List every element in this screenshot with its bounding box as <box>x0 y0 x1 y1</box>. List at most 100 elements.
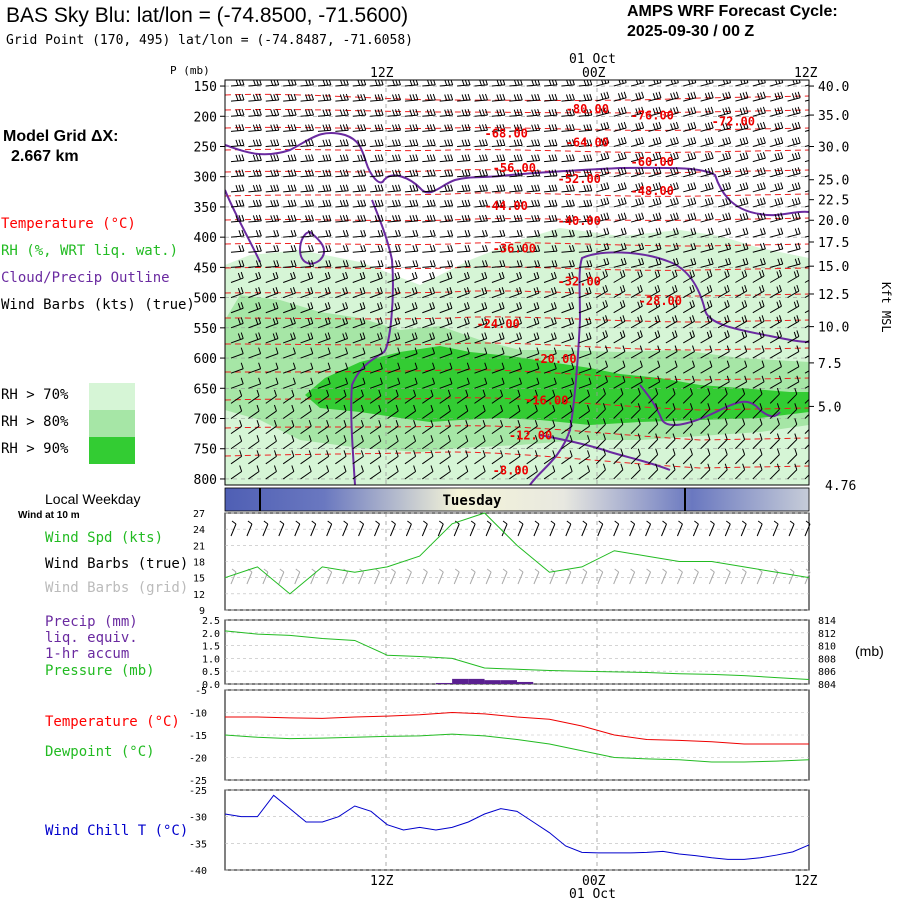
wind-barb <box>613 284 626 299</box>
wind-barb <box>665 197 679 208</box>
wind-barb <box>561 362 575 374</box>
legend-temperature-sfc: Temperature (°C) <box>45 714 180 730</box>
wind-barb <box>283 108 297 117</box>
wind-barb <box>474 169 488 178</box>
wind-barb <box>717 330 730 344</box>
sfc-wind-barb-true <box>501 520 508 537</box>
wind-barb <box>804 413 809 419</box>
wind-barb <box>578 420 591 435</box>
wind-barbs-true <box>230 520 811 537</box>
wind-barb <box>578 362 592 374</box>
wind-barb <box>543 362 557 374</box>
sfc-wind-barb-true <box>613 520 620 537</box>
wind-barb <box>613 121 627 132</box>
wind-barb <box>543 287 557 299</box>
wind-barb <box>439 420 451 435</box>
wind-barb <box>491 317 505 329</box>
wind-barb <box>735 91 749 102</box>
wind-barb <box>300 184 315 193</box>
wind-barb <box>474 260 488 268</box>
wind-barb <box>804 385 809 389</box>
pressure-tick-label: 350 <box>194 201 217 216</box>
wind-barb <box>387 420 399 435</box>
wind-barb <box>804 474 809 480</box>
wind-barb <box>770 106 784 117</box>
wind-barb <box>422 139 436 147</box>
wind-barb <box>630 121 645 132</box>
wind-barb <box>370 199 384 208</box>
wind-barb <box>370 260 384 268</box>
wind-barb <box>804 340 809 344</box>
wind-barb <box>283 229 297 238</box>
sfc-wind-barb-true <box>278 520 285 537</box>
precip-bar <box>435 682 453 684</box>
wind-barb <box>491 214 506 223</box>
cross-section-frame <box>224 79 810 486</box>
wind-barb <box>369 389 382 404</box>
wind-barb <box>335 347 349 359</box>
wind-barb <box>561 108 575 117</box>
wind-barb <box>230 302 244 314</box>
wind-barb <box>735 197 749 208</box>
wind-barb <box>613 136 627 147</box>
wind-barb <box>300 124 315 132</box>
wind-barb <box>769 463 780 480</box>
kft-tick-label: 25.0 <box>818 174 849 189</box>
wind-barb <box>526 271 540 283</box>
wind-barb <box>457 93 471 102</box>
wind-barb <box>526 435 538 450</box>
wind-barb <box>283 124 297 132</box>
wind-barb <box>317 124 332 132</box>
sfc-wind-barb-true <box>581 520 588 537</box>
chill-tick-label: -40 <box>189 866 207 877</box>
wind-barb <box>561 169 575 178</box>
wind-barb <box>561 317 575 329</box>
wind-barb <box>300 260 315 268</box>
wind-barb <box>439 108 454 117</box>
top-tick-12z-2: 12Z <box>794 66 818 81</box>
wind-barb <box>335 317 349 329</box>
wind-barb <box>630 375 643 389</box>
wind-barb <box>596 375 609 389</box>
sfc-wind-barb-grid <box>724 568 731 585</box>
sfc-wind-barb-true <box>772 520 779 537</box>
wind-barb <box>717 242 732 253</box>
sfc-wind-barb-grid <box>294 568 301 585</box>
wind-barb <box>683 197 697 208</box>
wind-barb <box>613 330 626 344</box>
wind-barb <box>283 362 296 374</box>
wind-barb <box>265 465 277 480</box>
wind-barb <box>283 139 297 147</box>
wind-barb <box>804 294 809 299</box>
wind-barb <box>682 300 695 314</box>
wind-barb <box>596 227 610 238</box>
pressure-tick-label: 650 <box>194 382 217 397</box>
wind-barb <box>439 332 453 344</box>
wind-barb <box>422 93 436 102</box>
wind-barb <box>543 465 556 480</box>
wind-barb <box>387 139 401 147</box>
wind-barb <box>283 214 297 223</box>
wind-barb <box>439 154 454 163</box>
wind-barb <box>682 360 695 374</box>
wind-barb <box>474 450 486 465</box>
wind-barb <box>648 315 661 329</box>
wind-barb <box>509 260 523 268</box>
wind-barb <box>717 418 728 434</box>
wind-barb <box>456 287 470 299</box>
wind-barb <box>282 450 295 465</box>
wind-barb <box>283 244 297 253</box>
kft-tick-labels: 40.0 35.0 30.0 25.0 22.5 20.0 17.5 15.0 12.5 10.0… <box>809 80 849 415</box>
wind-barb <box>526 139 541 147</box>
wind-barb <box>683 212 697 223</box>
wind-barb <box>335 404 347 419</box>
isotherm-label: -64.00 <box>566 135 609 149</box>
wind-barb <box>404 214 419 223</box>
wind-barb <box>595 418 606 434</box>
wind-barb <box>300 169 315 178</box>
wind-barb <box>317 93 332 102</box>
top-date: 01 Oct <box>569 52 616 67</box>
wind-barb <box>700 257 714 268</box>
wind-barb <box>682 463 693 480</box>
wind-barb <box>404 124 419 132</box>
